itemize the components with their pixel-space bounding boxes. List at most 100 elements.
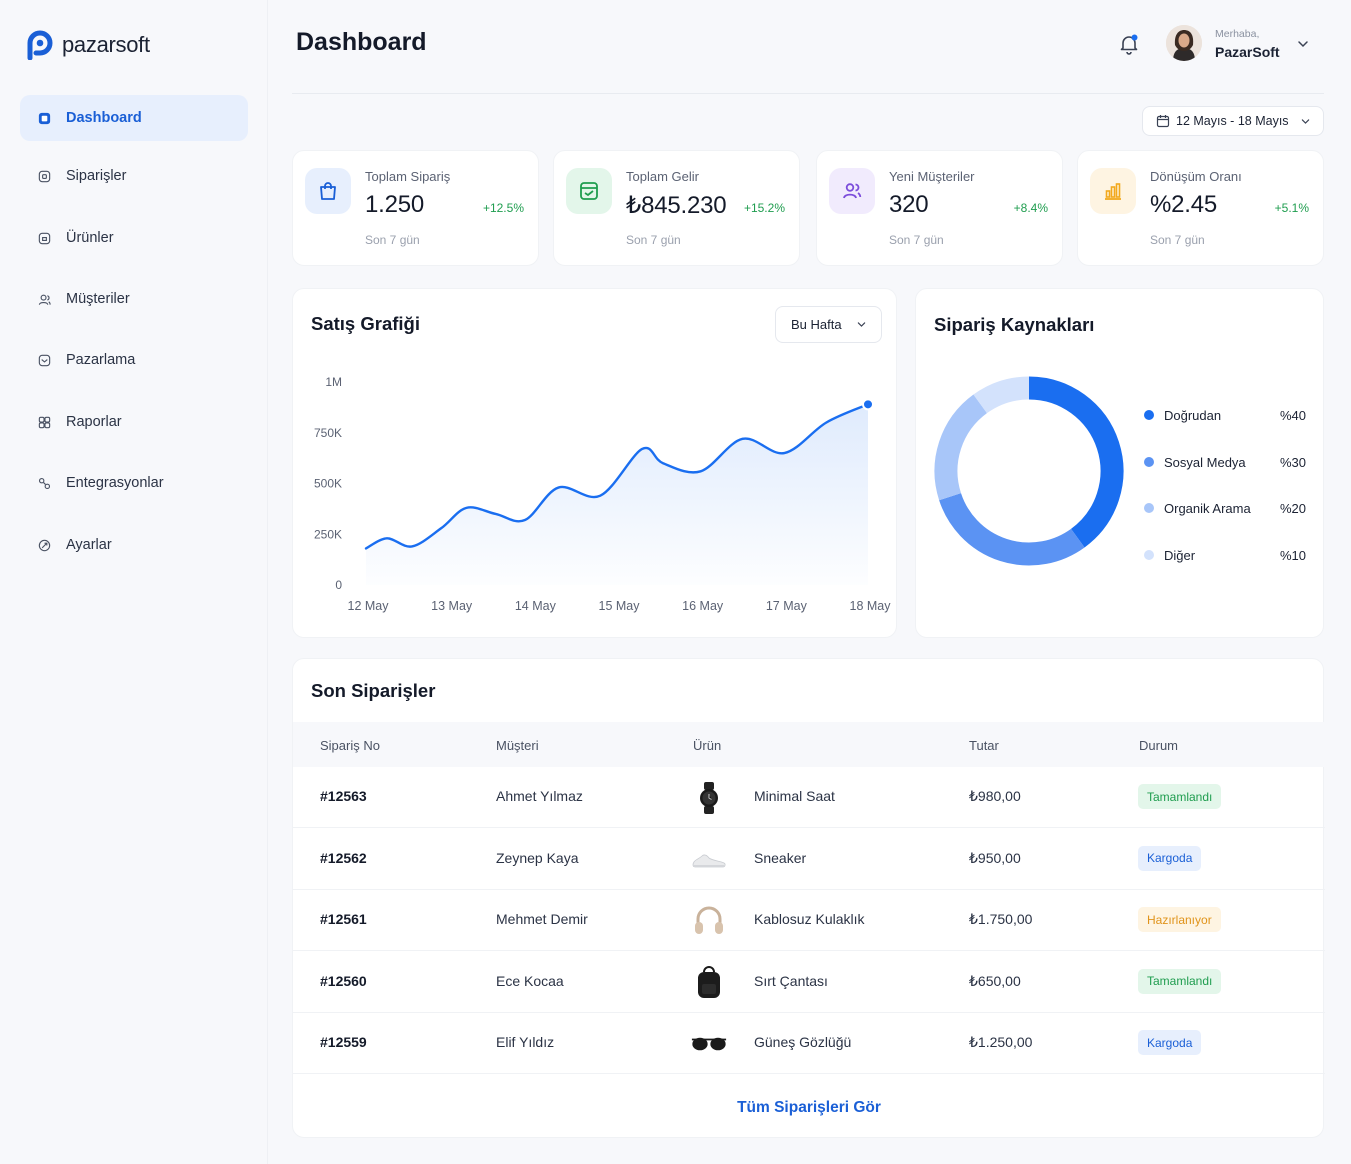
stat-delta: +15.2% xyxy=(743,201,785,215)
table-row[interactable]: #12560 Ece Kocaa Sırt Çantası ₺650,00 Ta… xyxy=(293,952,1325,1013)
x-tick-label: 14 May xyxy=(515,599,557,613)
legend-label: Doğrudan xyxy=(1164,407,1222,423)
products-icon xyxy=(36,230,52,246)
brand-name: pazarsoft xyxy=(62,32,150,57)
stat-value: 1.250 xyxy=(365,191,425,218)
sidebar-item-label: Entegrasyonlar xyxy=(66,475,164,491)
reports-icon xyxy=(36,414,52,430)
column-header-order-no[interactable]: Sipariş No xyxy=(320,738,380,753)
legend-value: %30 xyxy=(1279,454,1306,470)
integrations-icon xyxy=(36,475,52,491)
stat-title: Toplam Gelir xyxy=(626,169,699,184)
users-icon xyxy=(829,168,875,214)
legend-label: Organik Arama xyxy=(1164,500,1251,516)
sales-last-point[interactable] xyxy=(862,398,874,411)
watch-icon xyxy=(691,780,727,816)
calendar-icon xyxy=(1156,115,1170,128)
sidebar-item-reports[interactable]: Raporlar xyxy=(20,399,248,445)
stat-title: Dönüşüm Oranı xyxy=(1150,169,1242,184)
y-tick-label: 750K xyxy=(314,426,342,440)
customer-name: Ahmet Yılmaz xyxy=(496,788,583,804)
sidebar-item-label: Raporlar xyxy=(66,414,122,430)
customer-name: Zeynep Kaya xyxy=(496,849,579,866)
legend-item[interactable]: Organik Arama %20 xyxy=(1144,498,1306,518)
stat-card: Toplam Sipariş 1.250 +12.5% Son 7 gün xyxy=(292,150,539,266)
period-select-label: Bu Hafta xyxy=(791,317,842,332)
revenue-icon xyxy=(566,168,612,214)
column-header-product[interactable]: Ürün xyxy=(693,738,722,753)
stat-value: 320 xyxy=(889,191,929,218)
y-tick-label: 1M xyxy=(325,375,342,389)
customer-name: Elif Yıldız xyxy=(496,1034,555,1050)
table-row[interactable]: #12562 Zeynep Kaya Sneaker ₺950,00 Kargo… xyxy=(293,829,1325,890)
recent-orders-title: Son Siparişler xyxy=(311,680,436,701)
sidebar-item-customers[interactable]: Müşteriler xyxy=(20,276,248,322)
stat-delta: +12.5% xyxy=(482,201,524,215)
legend-dot xyxy=(1144,550,1154,560)
table-row[interactable]: #12563 Ahmet Yılmaz Minimal Saat ₺980,00… xyxy=(293,767,1325,828)
sidebar-item-settings[interactable]: Ayarlar xyxy=(20,522,248,568)
status-badge: Kargoda xyxy=(1138,1030,1202,1055)
order-number[interactable]: #12562 xyxy=(320,849,367,866)
legend-item[interactable]: Diğer %10 xyxy=(1144,545,1306,565)
order-amount: ₺1.750,00 xyxy=(969,911,1033,927)
y-tick-label: 250K xyxy=(314,527,342,541)
column-header-amount[interactable]: Tutar xyxy=(969,738,999,753)
sunglasses-icon xyxy=(691,1026,727,1062)
dashboard-icon xyxy=(36,110,52,126)
recent-orders-card: Son Siparişler Sipariş No Müşteri Ürün T… xyxy=(292,658,1325,1138)
sales-series-line xyxy=(364,403,870,550)
stat-value: ₺845.230 xyxy=(626,192,727,219)
bar-chart-icon xyxy=(1090,168,1136,214)
order-number[interactable]: #12560 xyxy=(320,972,367,989)
donut-slice[interactable] xyxy=(934,394,988,501)
donut-slice[interactable] xyxy=(939,492,1085,566)
stat-delta: +5.1% xyxy=(1274,201,1309,215)
user-avatar[interactable] xyxy=(1166,25,1202,61)
order-number[interactable]: #12559 xyxy=(320,1034,367,1050)
sidebar-item-products[interactable]: Ürünler xyxy=(20,215,248,261)
backpack-icon xyxy=(691,965,727,1001)
x-tick-label: 13 May xyxy=(431,599,473,613)
legend-dot xyxy=(1144,503,1154,513)
headphones-icon xyxy=(691,903,727,939)
column-header-status[interactable]: Durum xyxy=(1139,738,1179,753)
stat-period: Son 7 gün xyxy=(889,233,944,247)
sidebar-item-orders[interactable]: Siparişler xyxy=(20,153,248,199)
order-amount: ₺950,00 xyxy=(969,849,1021,866)
legend-item[interactable]: Doğrudan %40 xyxy=(1144,405,1306,425)
column-header-customer[interactable]: Müşteri xyxy=(496,738,539,753)
chevron-down-icon[interactable] xyxy=(1296,37,1310,51)
sidebar-item-marketing[interactable]: Pazarlama xyxy=(20,337,248,383)
status-badge: Hazırlanıyor xyxy=(1138,907,1221,932)
period-select[interactable]: Bu Hafta xyxy=(775,306,882,343)
legend-item[interactable]: Sosyal Medya %30 xyxy=(1144,452,1306,472)
status-badge: Tamamlandı xyxy=(1138,968,1222,994)
donut-slice[interactable] xyxy=(1028,376,1124,548)
x-tick-label: 15 May xyxy=(599,599,641,613)
orders-icon xyxy=(36,168,52,184)
greeting-text: Merhaba, xyxy=(1215,28,1260,40)
table-row[interactable]: #12561 Mehmet Demir Kablosuz Kulaklık ₺1… xyxy=(293,890,1325,951)
order-number[interactable]: #12563 xyxy=(320,788,367,804)
see-all-orders-link[interactable]: Tüm Siparişleri Gör xyxy=(737,1099,881,1116)
legend-dot xyxy=(1144,457,1154,467)
pazarsoft-logo-icon xyxy=(27,30,53,60)
user-name[interactable]: PazarSoft xyxy=(1215,44,1280,60)
product-name: Sneaker xyxy=(754,849,807,866)
order-number[interactable]: #12561 xyxy=(320,911,367,927)
table-row[interactable]: #12559 Elif Yıldız Güneş Gözlüğü ₺1.250,… xyxy=(293,1013,1325,1074)
notification-bell-icon[interactable] xyxy=(1117,32,1141,56)
brand-logo[interactable]: pazarsoft xyxy=(26,30,150,60)
legend-value: %20 xyxy=(1279,500,1306,516)
sidebar-item-dashboard[interactable]: Dashboard xyxy=(20,95,248,141)
legend-value: %40 xyxy=(1279,407,1306,423)
stat-period: Son 7 gün xyxy=(1150,233,1205,247)
x-tick-label: 16 May xyxy=(682,599,724,613)
sidebar-item-integrations[interactable]: Entegrasyonlar xyxy=(20,460,248,506)
order-sources-card: Sipariş Kaynakları Doğrudan %40 Sosyal M… xyxy=(915,288,1324,638)
legend-value: %10 xyxy=(1279,547,1306,563)
donut-slice[interactable] xyxy=(973,376,1030,414)
sales-area-chart: 0 250K 500K 750K 1M 12 May 13 May 14 May 15 May 1… xyxy=(314,375,891,613)
date-range-picker[interactable]: 12 Mayıs - 18 Mayıs xyxy=(1142,106,1324,136)
